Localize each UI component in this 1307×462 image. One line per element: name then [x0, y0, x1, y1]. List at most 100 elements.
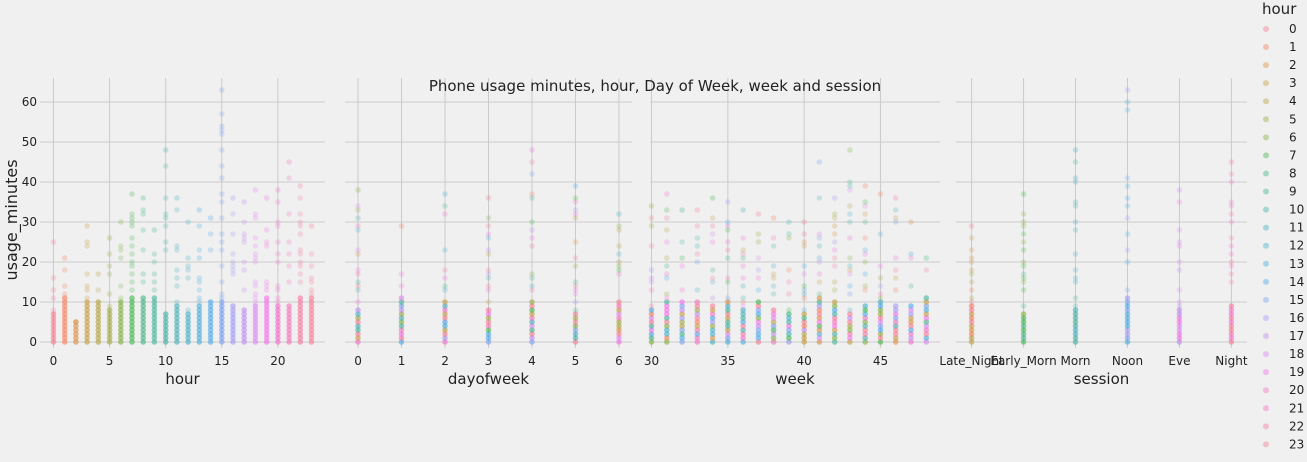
point — [616, 259, 622, 265]
point — [297, 311, 304, 317]
point — [968, 259, 975, 265]
point — [230, 315, 236, 321]
point — [286, 315, 292, 321]
point — [1176, 331, 1183, 337]
point — [207, 311, 214, 317]
point — [118, 339, 124, 345]
point — [252, 291, 259, 297]
point — [275, 223, 281, 229]
point — [616, 251, 622, 257]
point — [1072, 267, 1079, 273]
point — [616, 311, 622, 317]
point — [694, 311, 701, 317]
legend-label: 13 — [1289, 257, 1304, 271]
point — [801, 231, 807, 237]
point — [648, 275, 655, 281]
point — [529, 319, 535, 325]
point — [740, 247, 746, 253]
point — [725, 311, 731, 317]
point — [1072, 335, 1079, 341]
point — [140, 227, 146, 233]
point — [801, 307, 807, 313]
point — [679, 335, 685, 341]
point — [151, 271, 158, 277]
point — [968, 327, 975, 333]
point — [892, 303, 899, 309]
point — [1124, 175, 1131, 181]
point — [847, 339, 853, 345]
point — [770, 323, 777, 329]
point — [106, 319, 113, 325]
point — [297, 271, 304, 277]
point — [725, 199, 731, 205]
point — [1020, 303, 1027, 309]
point — [61, 335, 68, 341]
x-tick-label: 40 — [797, 354, 812, 368]
point — [892, 275, 899, 281]
legend-marker — [1263, 80, 1269, 87]
point — [355, 207, 361, 213]
point — [129, 235, 135, 241]
point — [442, 299, 448, 305]
point — [862, 303, 868, 309]
point — [485, 327, 492, 333]
point — [1072, 319, 1079, 325]
point — [308, 323, 315, 329]
point — [185, 255, 191, 261]
point — [694, 251, 701, 257]
point — [84, 223, 90, 229]
point — [770, 311, 777, 317]
point — [263, 331, 270, 337]
point — [572, 307, 579, 313]
point — [923, 323, 930, 329]
point — [61, 303, 68, 309]
point — [275, 239, 281, 245]
legend-marker — [1263, 441, 1269, 448]
point — [95, 319, 102, 325]
point — [398, 319, 405, 325]
point — [185, 307, 191, 313]
point — [151, 251, 158, 257]
point — [862, 287, 868, 293]
point — [241, 319, 247, 325]
point — [529, 339, 535, 345]
point — [679, 263, 685, 269]
point — [230, 303, 236, 309]
point — [862, 183, 868, 189]
point — [679, 287, 685, 293]
point — [770, 283, 777, 289]
point — [73, 327, 79, 333]
point — [398, 323, 405, 329]
point — [84, 331, 90, 337]
point — [286, 339, 292, 345]
point — [297, 299, 304, 305]
point — [755, 239, 762, 245]
point — [664, 207, 670, 213]
legend-marker — [1263, 62, 1269, 69]
point — [174, 283, 180, 289]
point — [831, 331, 838, 337]
point — [275, 299, 281, 305]
point — [664, 327, 670, 333]
point — [151, 259, 158, 265]
point — [151, 323, 158, 329]
point — [174, 303, 180, 309]
point — [816, 195, 823, 201]
point — [297, 211, 304, 217]
point — [847, 219, 853, 225]
point — [275, 323, 281, 329]
point — [847, 327, 853, 333]
point — [219, 147, 225, 153]
point — [286, 279, 292, 285]
point — [1072, 307, 1079, 313]
point — [679, 331, 685, 337]
point — [572, 211, 579, 217]
point — [252, 187, 259, 193]
point — [230, 231, 236, 237]
point — [207, 327, 214, 333]
points — [968, 87, 1235, 345]
point — [207, 303, 214, 309]
legend-marker — [1263, 188, 1269, 195]
point — [664, 227, 670, 233]
